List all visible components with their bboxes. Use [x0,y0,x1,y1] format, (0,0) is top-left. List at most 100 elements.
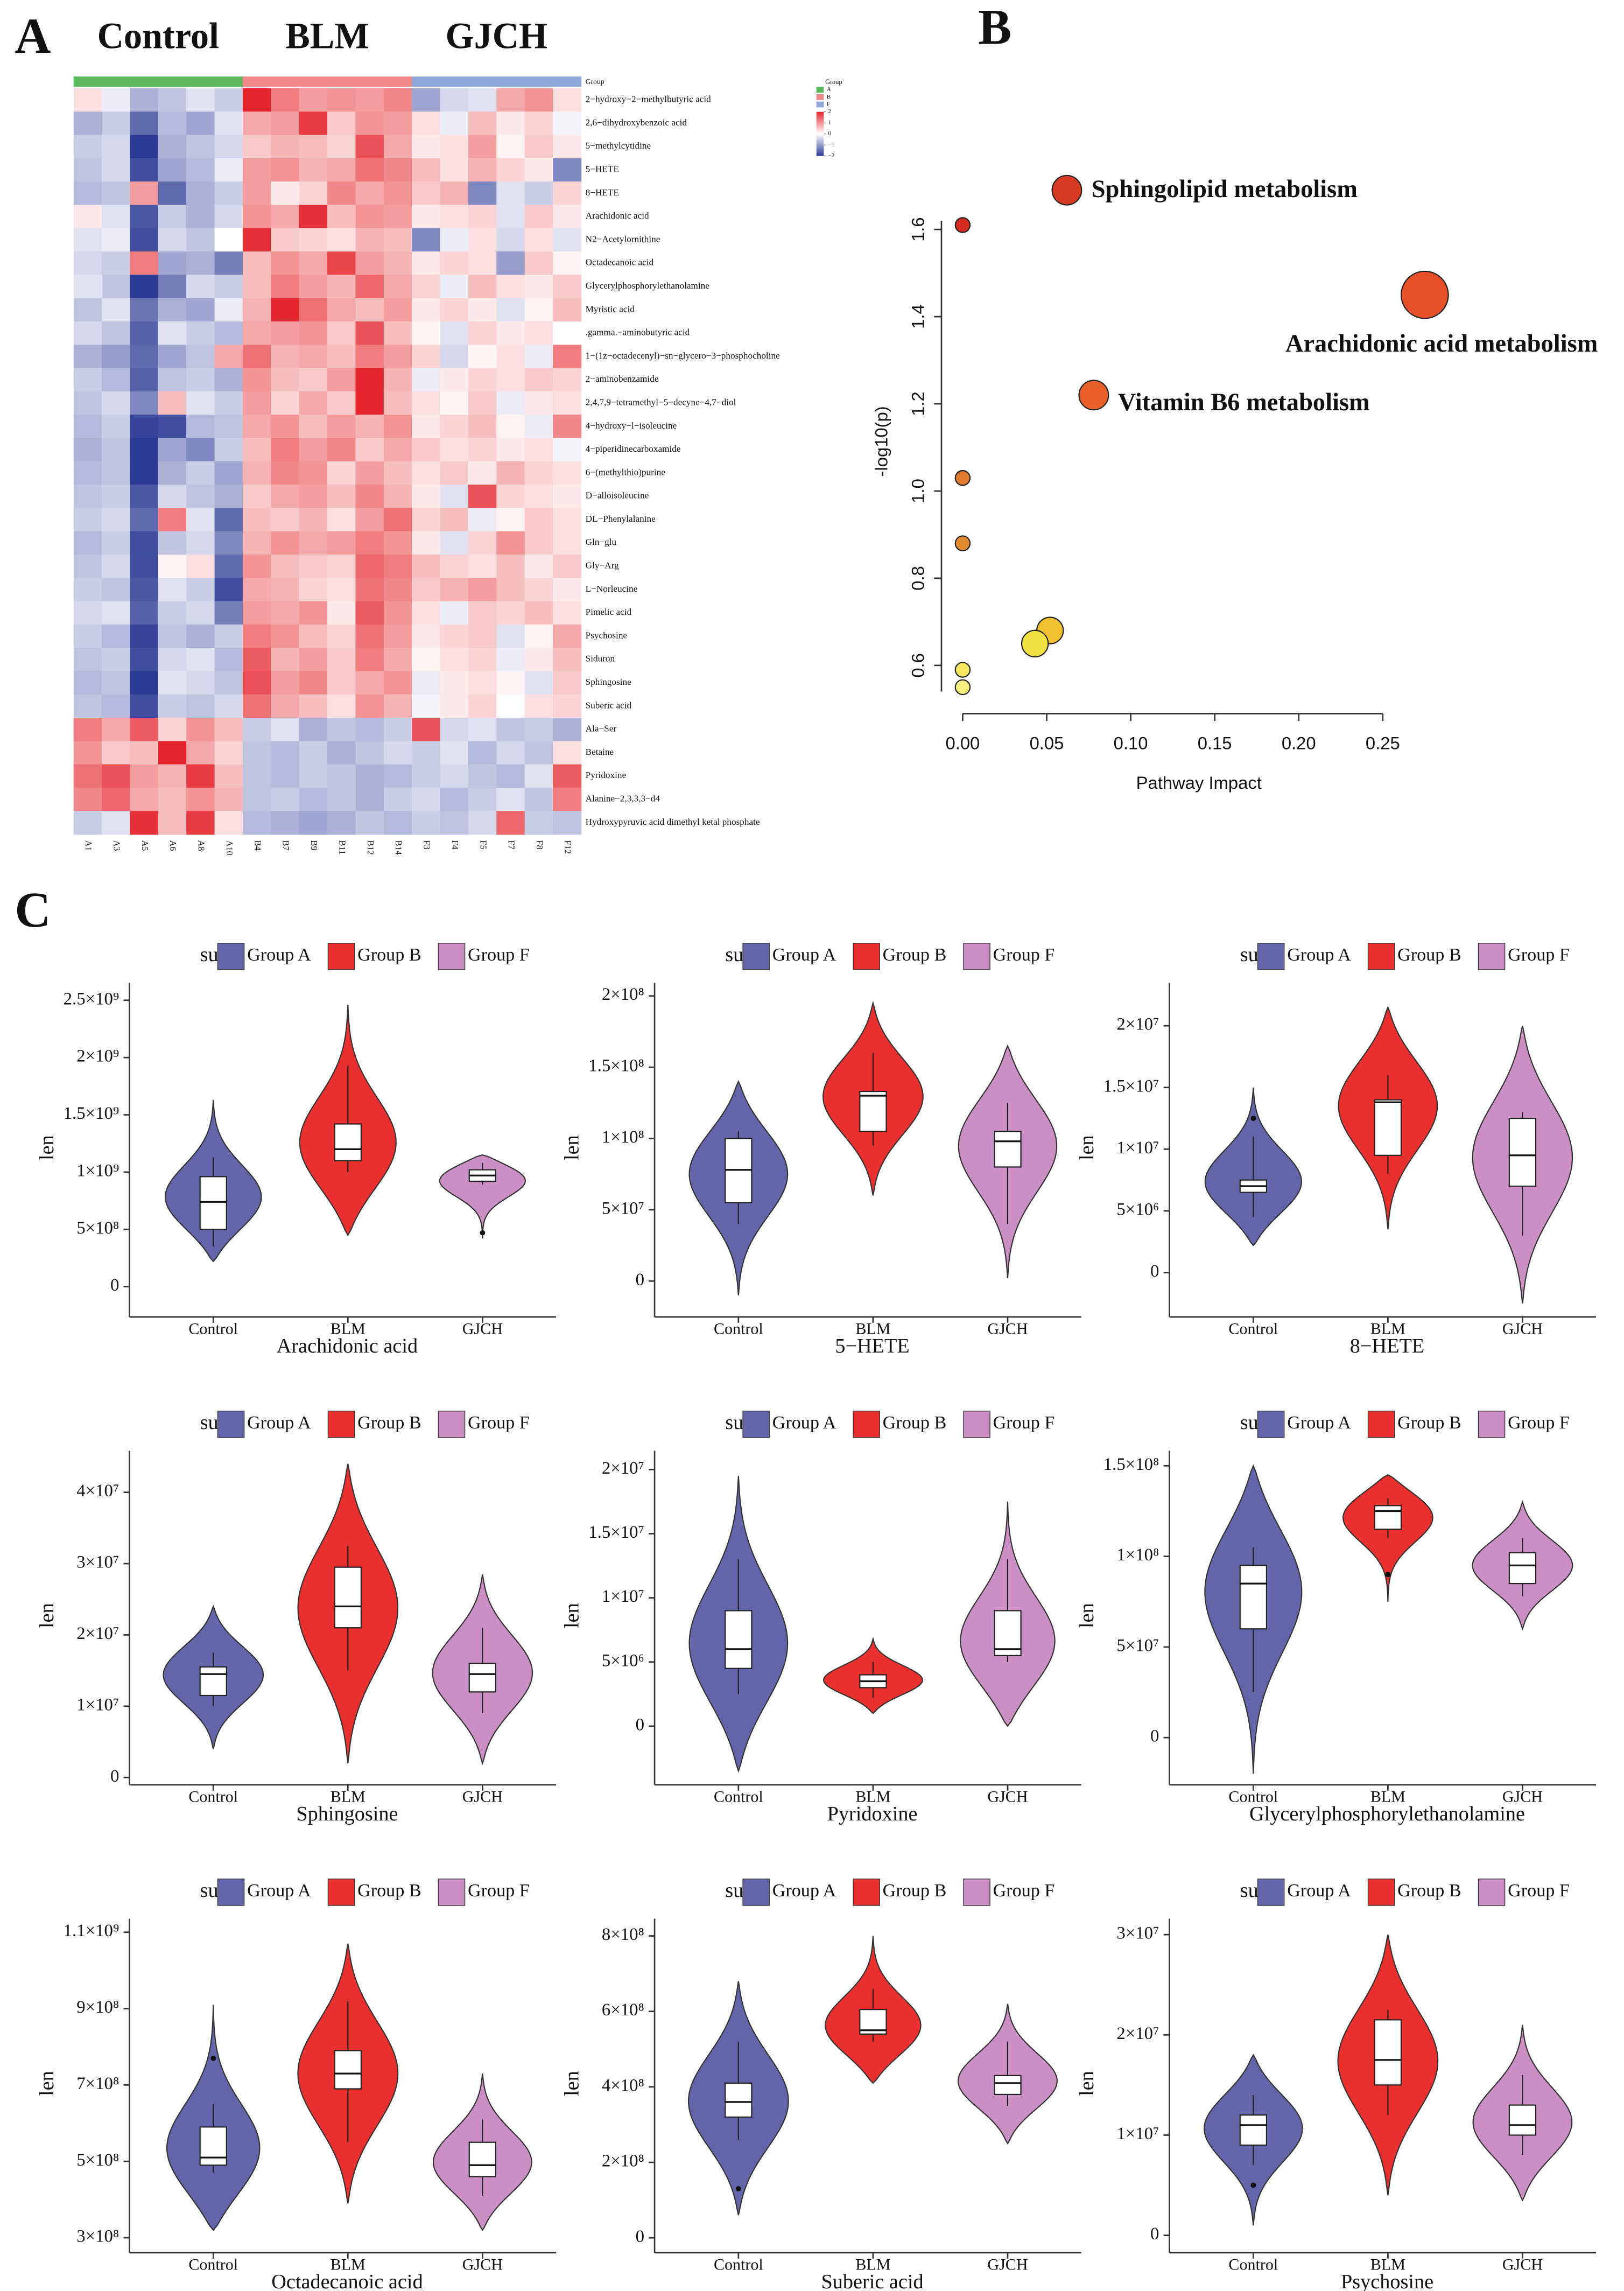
legend-label: Group F [993,1413,1055,1433]
legend-label: Group F [1508,1413,1570,1433]
heatmap-cell [299,741,328,765]
heatmap-cell [186,158,215,183]
heatmap-cell [553,508,582,532]
heatmap-cell [468,531,497,555]
x-tick-label: Control [1228,2255,1278,2273]
heatmap-cell [553,485,582,509]
heatmap-cell [496,228,525,252]
heatmap-cell [299,764,328,788]
heatmap-cell [158,88,187,113]
heatmap-cell [327,345,356,369]
heatmap-cell [412,88,441,113]
column-label: B12 [365,840,376,854]
legend-label: Group B [1397,945,1461,965]
column-label: A3 [111,840,122,851]
heatmap-cell [468,554,497,579]
heatmap-cell [355,531,384,555]
heatmap-cell [242,694,272,718]
heatmap-cell [468,461,497,485]
heatmap-cell [186,438,215,462]
heatmap-cell [553,718,582,742]
box [1374,1099,1402,1156]
color-scale-label: −2 [828,152,835,159]
heatmap-cell [102,251,131,276]
heatmap-cell [383,811,413,835]
heatmap-cell [158,741,187,765]
heatmap-cell [73,135,102,159]
heatmap-cell [73,438,102,462]
row-label: Siduron [586,654,615,664]
heatmap-cell [468,88,497,113]
legend-swatch [1478,943,1506,970]
heatmap-cell [214,624,243,648]
heatmap-cell [102,415,131,439]
heatmap-cell [524,228,553,252]
heatmap-cell [496,438,525,462]
heatmap-cell [158,158,187,183]
heatmap-cell [242,275,272,299]
y-tick-label: 1×10⁸ [1116,1545,1159,1565]
group-title: Control [97,15,219,56]
heatmap-cell [299,624,328,648]
heatmap-cell [524,485,553,509]
legend-swatch [438,1879,466,1906]
heatmap-cell [383,135,413,159]
heatmap-cell [440,111,469,136]
heatmap-cell [355,601,384,625]
heatmap-cell [186,671,215,695]
heatmap-cell [130,531,159,555]
group-bar [383,76,413,87]
heatmap-cell [553,811,582,835]
legend-swatch [1257,1879,1285,1906]
heatmap-cell [242,718,272,742]
heatmap-cell [214,718,243,742]
column-label: A10 [224,840,235,855]
legend-label: Group B [357,1881,421,1901]
row-label: Gly−Arg [586,561,619,571]
heatmap-cell [214,111,243,136]
y-tick-label: 0 [1150,1727,1159,1746]
heatmap-cell [102,741,131,765]
heatmap-cell [214,135,243,159]
heatmap-cell [186,205,215,229]
heatmap-cell [524,624,553,648]
heatmap-cell [73,671,102,695]
panel-label: C [15,882,51,938]
heatmap-cell [355,228,384,252]
heatmap-cell [130,275,159,299]
y-tick-label: 6×10⁸ [602,2000,644,2020]
heatmap-cell [130,508,159,532]
legend-label: Group B [357,945,421,965]
heatmap-cell [553,694,582,718]
heatmap-cell [440,624,469,648]
heatmap-cell [355,578,384,602]
y-tick-label: 0 [636,2227,644,2246]
heatmap-cell [524,415,553,439]
heatmap-cell [73,508,102,532]
y-tick-label: 3×10⁷ [1116,1924,1159,1943]
heatmap-cell [242,787,272,812]
annotation: Arachidonic acid metabolism [1285,330,1598,358]
y-tick-label: 0 [1150,2224,1159,2244]
heatmap-cell [524,391,553,415]
heatmap-cell [524,671,553,695]
heatmap-cell [468,648,497,672]
heatmap-cell [130,228,159,252]
heatmap-cell [242,601,272,625]
heatmap-cell [299,508,328,532]
legend-key: F [827,101,830,108]
heatmap-cell [327,275,356,299]
heatmap-cell [242,531,272,555]
color-scale-label: 2 [828,108,831,115]
x-tick-label: 0.05 [1030,733,1064,753]
heatmap-cell [158,578,187,602]
heatmap-cell [553,624,582,648]
y-tick-label: 8×10⁸ [602,1925,644,1944]
row-label: Octadecanoic acid [586,257,654,268]
y-tick-label: 2×10⁸ [602,985,644,1004]
heatmap-cell [186,391,215,415]
heatmap-cell [242,438,272,462]
heatmap-cell [383,251,413,276]
box [994,2075,1022,2096]
heatmap-cell [299,648,328,672]
